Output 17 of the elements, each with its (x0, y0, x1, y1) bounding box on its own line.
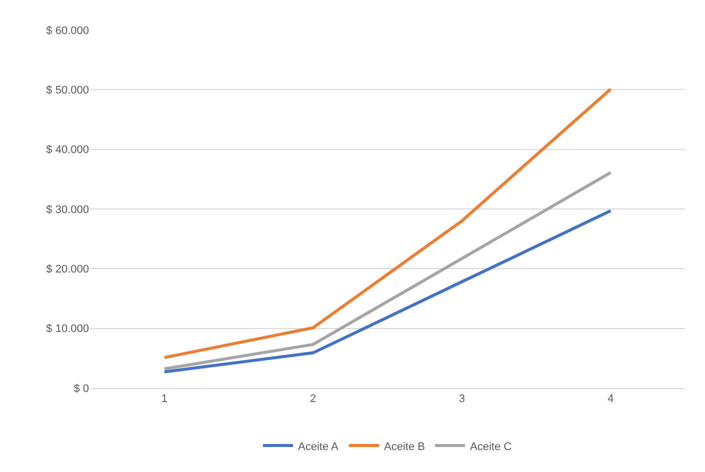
x-tick-label: 1 (161, 393, 168, 406)
y-tick-label: $ 50.000 (46, 84, 89, 97)
legend-label: Aceite C (470, 440, 512, 453)
y-tick-label: $ 20.000 (46, 264, 89, 276)
line-series (162, 209, 612, 374)
line-series (162, 171, 612, 370)
y-tick-label: $ 30.000 (46, 204, 89, 216)
y-tick-label: $ 10.000 (46, 323, 89, 336)
x-tick-label: 2 (310, 393, 316, 406)
x-tick-label: 3 (458, 393, 465, 406)
legend-label: Aceite A (298, 440, 340, 453)
y-tick-label: $ 0 (74, 382, 89, 395)
y-tick-label: $ 40.000 (46, 144, 89, 156)
legend-label: Aceite B (384, 440, 425, 453)
y-tick-label: $ 60.000 (46, 24, 89, 37)
x-tick-label: 4 (608, 393, 614, 406)
line-series (162, 88, 612, 360)
